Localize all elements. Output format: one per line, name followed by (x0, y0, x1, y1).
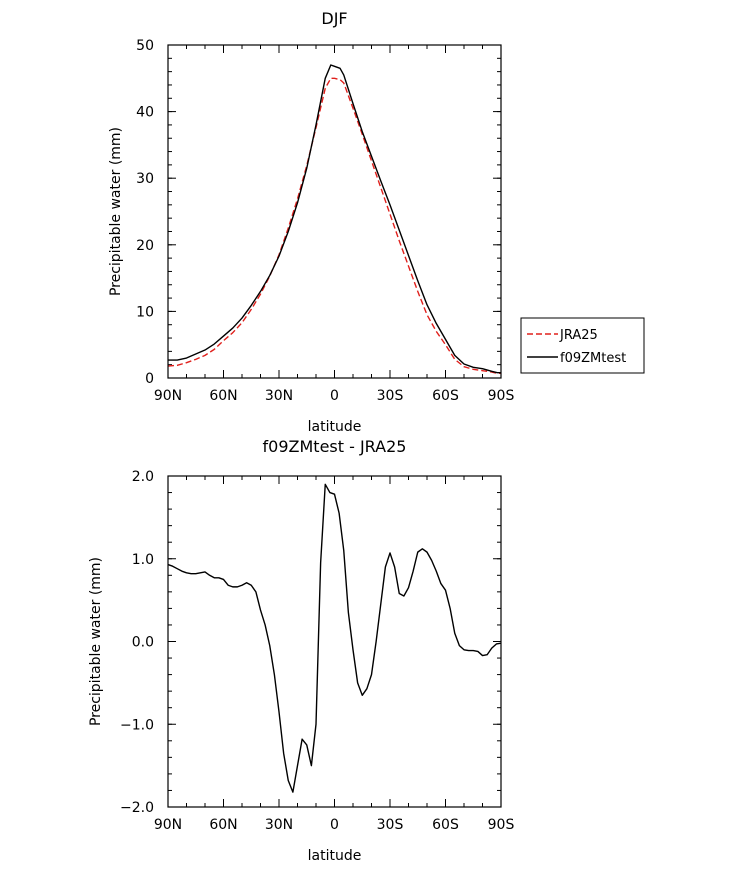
legend-entry-f09zmtest: f09ZMtest (560, 351, 626, 366)
series-line-jra25 (167, 77, 501, 375)
y-tick-label: 40 (136, 105, 154, 121)
y-tick-label: 20 (136, 238, 154, 254)
panel-djf: DJF latitude Precipitable water (mm) 90N… (108, 9, 514, 435)
x-tick-label: 30N (265, 817, 293, 833)
tick-marks: 90N 60N 30N 0 30S 60S 90S 0 10 20 30 40 50 (136, 38, 514, 404)
series-group (167, 64, 501, 375)
y-tick-label: 30 (136, 171, 154, 187)
chart-title: DJF (321, 9, 347, 28)
x-tick-label: 60N (209, 388, 237, 404)
panel-difference: f09ZMtest - JRA25 latitude Precipitable … (88, 437, 514, 864)
y-tick-label: 2.0 (132, 469, 154, 485)
x-tick-label: 30N (265, 388, 293, 404)
legend: JRA25 f09ZMtest (520, 317, 645, 374)
x-tick-label: 0 (330, 388, 339, 404)
x-tick-label: 90S (488, 817, 515, 833)
series-line-f09zmtest (168, 64, 501, 374)
y-tick-label: 1.0 (132, 552, 154, 568)
y-axis-label: Precipitable water (mm) (108, 127, 124, 296)
plot-frame (167, 44, 502, 379)
y-tick-label: 50 (136, 38, 154, 54)
x-tick-label: 90N (154, 817, 182, 833)
y-tick-label: −1.0 (120, 717, 154, 733)
y-tick-label: 0 (145, 371, 154, 387)
x-tick-label: 60S (432, 388, 459, 404)
legend-box (520, 317, 645, 374)
y-axis-label: Precipitable water (mm) (88, 557, 104, 726)
y-tick-label: −2.0 (120, 800, 154, 816)
x-tick-label: 30S (377, 388, 404, 404)
x-tick-label: 60N (209, 817, 237, 833)
chart-title: f09ZMtest - JRA25 (263, 437, 407, 456)
series-line-difference (167, 483, 502, 793)
y-tick-label: 10 (136, 304, 154, 320)
y-tick-label: 0.0 (132, 635, 154, 651)
legend-entry-jra25: JRA25 (559, 328, 598, 343)
x-axis-label: latitude (308, 419, 362, 435)
plot-frame (167, 475, 502, 808)
x-tick-label: 30S (377, 817, 404, 833)
x-axis-label: latitude (308, 848, 362, 864)
x-tick-label: 90S (488, 388, 515, 404)
tick-marks: 90N 60N 30N 0 30S 60S 90S −2.0 −1.0 0.0 1.0 2.0 (120, 469, 514, 833)
x-tick-label: 90N (154, 388, 182, 404)
series-group (167, 483, 502, 793)
x-tick-label: 60S (432, 817, 459, 833)
x-tick-label: 0 (330, 817, 339, 833)
